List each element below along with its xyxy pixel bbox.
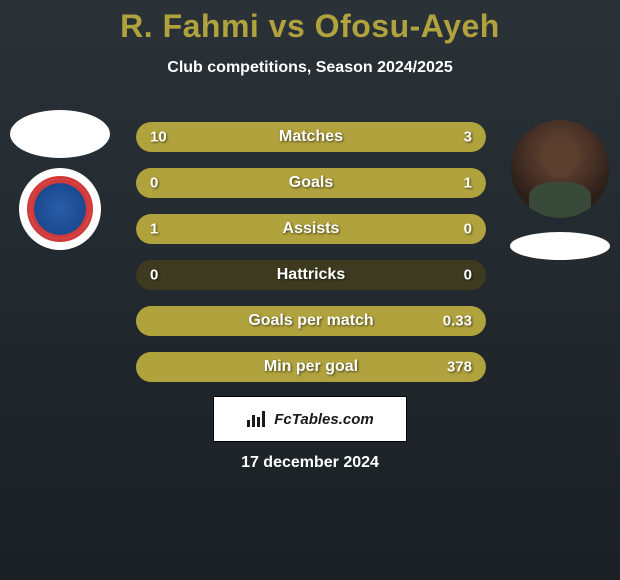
source-label: FcTables.com	[274, 411, 373, 428]
player-right-photo	[511, 120, 609, 218]
player-right-column	[500, 120, 620, 260]
stat-value-left: 0	[150, 175, 158, 192]
stat-label: Goals	[136, 174, 486, 192]
stat-row: Assists1 0	[136, 214, 486, 244]
stat-value-right: 3	[464, 129, 472, 146]
persija-badge-icon	[27, 176, 93, 242]
stat-label: Assists	[136, 220, 486, 238]
stat-row: Goals0 1	[136, 168, 486, 198]
page-title: R. Fahmi vs Ofosu-Ayeh	[0, 0, 620, 45]
chart-icon	[246, 410, 268, 428]
stat-label: Goals per match	[136, 312, 486, 330]
player-left-club-badge	[19, 168, 101, 250]
comparison-card: R. Fahmi vs Ofosu-Ayeh Club competitions…	[0, 0, 620, 580]
date-label: 17 december 2024	[0, 454, 620, 472]
stat-row: Goals per match0.33	[136, 306, 486, 336]
stat-value-right: 1	[464, 175, 472, 192]
stat-value-left: 10	[150, 129, 167, 146]
stat-value-left: 1	[150, 221, 158, 238]
stat-label: Min per goal	[136, 358, 486, 376]
stat-row: Min per goal378	[136, 352, 486, 382]
source-badge: FcTables.com	[213, 396, 407, 442]
stats-bars: Matches103Goals01Assists10Hattricks00Goa…	[136, 122, 486, 398]
player-left-column	[0, 110, 120, 250]
stat-label: Matches	[136, 128, 486, 146]
player-left-photo-placeholder	[10, 110, 110, 158]
stat-row: Matches10 3	[136, 122, 486, 152]
stat-value-right: 0	[464, 221, 472, 238]
stat-row: Hattricks0 0	[136, 260, 486, 290]
player-right-club-placeholder	[510, 232, 610, 260]
stat-value-right: 378	[447, 359, 472, 376]
stat-value-right: 0	[464, 267, 472, 284]
subtitle: Club competitions, Season 2024/2025	[0, 59, 620, 77]
stat-label: Hattricks	[136, 266, 486, 284]
stat-value-right: 0.33	[443, 313, 472, 330]
stat-value-left: 0	[150, 267, 158, 284]
